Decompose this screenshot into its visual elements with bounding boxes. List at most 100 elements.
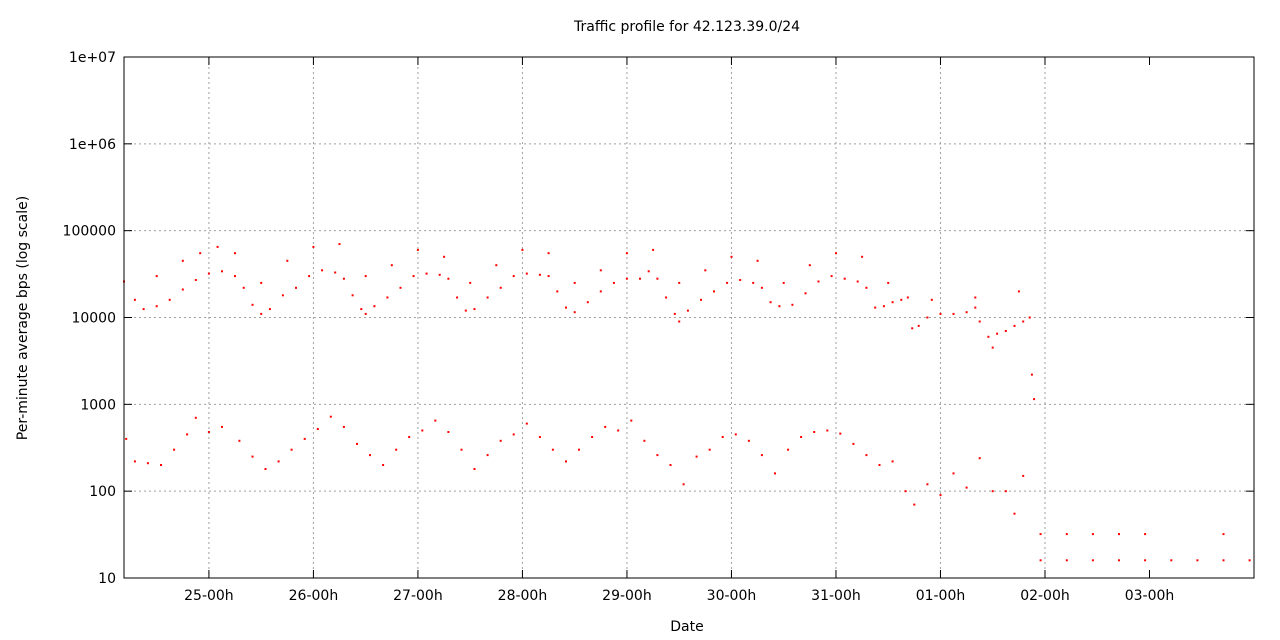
data-point (730, 255, 733, 258)
data-point (199, 252, 202, 255)
data-point (1013, 512, 1016, 515)
data-point (800, 436, 803, 438)
data-point (329, 415, 332, 418)
data-point (891, 301, 894, 304)
data-point (978, 320, 981, 323)
data-point (639, 277, 641, 280)
data-point (556, 290, 559, 293)
data-point (207, 431, 210, 433)
data-point (874, 306, 877, 309)
data-point (486, 454, 489, 457)
data-point (604, 425, 607, 428)
data-point (268, 308, 271, 311)
x-tick-label: 01-00h (916, 588, 966, 604)
data-point (643, 439, 646, 442)
data-point (774, 472, 776, 475)
data-point (142, 308, 145, 311)
data-point (547, 252, 550, 255)
data-point (1004, 330, 1007, 332)
data-point (647, 270, 650, 273)
data-point (760, 286, 763, 289)
data-point (778, 305, 781, 308)
data-point (952, 472, 955, 475)
data-point (734, 433, 737, 436)
y-tick-label: 1e+06 (69, 137, 116, 153)
data-point (443, 255, 446, 258)
data-point (447, 431, 450, 433)
data-point (525, 422, 528, 425)
data-point (242, 286, 245, 289)
data-point (1039, 559, 1042, 562)
data-point (656, 277, 659, 280)
data-point (713, 290, 715, 293)
data-point (486, 296, 489, 299)
data-points (123, 243, 1251, 562)
data-point (625, 252, 628, 255)
data-point (321, 269, 324, 272)
data-point (913, 503, 916, 506)
tick-labels: 10 100 1000 10000 100000 1e+06 1e+07 25-00h 26-0… (63, 50, 1175, 604)
y-tick-label: 10000 (71, 311, 116, 327)
data-point (207, 272, 210, 275)
data-point (251, 455, 254, 458)
data-point (630, 419, 633, 422)
data-point (599, 290, 602, 293)
data-point (813, 431, 816, 433)
data-point (900, 298, 903, 301)
data-point (1091, 559, 1094, 562)
data-point (342, 425, 345, 428)
data-point (308, 275, 311, 278)
data-point (965, 486, 968, 489)
x-tick-label: 31-00h (811, 588, 861, 604)
data-point (865, 454, 868, 457)
data-point (234, 252, 236, 255)
data-point (181, 288, 184, 291)
data-point (978, 457, 981, 460)
data-point (456, 296, 459, 299)
x-tick-label: 03-00h (1125, 588, 1175, 604)
data-point (342, 277, 345, 280)
data-point (752, 281, 755, 284)
data-point (155, 275, 158, 278)
y-tick-label: 10 (98, 571, 116, 587)
data-point (1196, 559, 1199, 562)
data-point (399, 286, 402, 289)
data-point (808, 264, 811, 267)
data-point (469, 281, 472, 284)
data-point (234, 275, 236, 278)
data-point (1170, 559, 1173, 562)
data-point (356, 442, 358, 445)
data-point (1065, 533, 1068, 536)
data-point (861, 255, 864, 258)
data-point (512, 275, 515, 278)
data-point (1039, 533, 1042, 536)
data-point (360, 308, 363, 311)
x-axis-label: Date (670, 619, 703, 635)
data-point (887, 281, 890, 284)
data-point (334, 271, 337, 274)
data-point (125, 437, 128, 440)
data-point (1013, 324, 1016, 327)
data-point (1118, 533, 1120, 536)
axis-ticks (124, 56, 1254, 579)
data-point (1030, 373, 1033, 376)
data-point (186, 433, 189, 436)
data-point (835, 252, 837, 255)
data-point (665, 296, 668, 299)
data-point (521, 248, 524, 251)
x-tick-label: 28-00h (498, 588, 548, 604)
data-point (260, 312, 263, 315)
data-point (438, 273, 441, 276)
data-point (525, 272, 528, 275)
data-point (338, 243, 341, 246)
data-point (1118, 559, 1120, 562)
data-point (547, 275, 550, 278)
data-point (987, 335, 990, 338)
y-tick-label: 1000 (80, 397, 116, 413)
data-point (782, 281, 785, 284)
data-point (264, 468, 267, 470)
data-point (1222, 533, 1225, 536)
data-point (804, 292, 807, 295)
data-point (221, 425, 223, 428)
data-point (1004, 490, 1007, 493)
